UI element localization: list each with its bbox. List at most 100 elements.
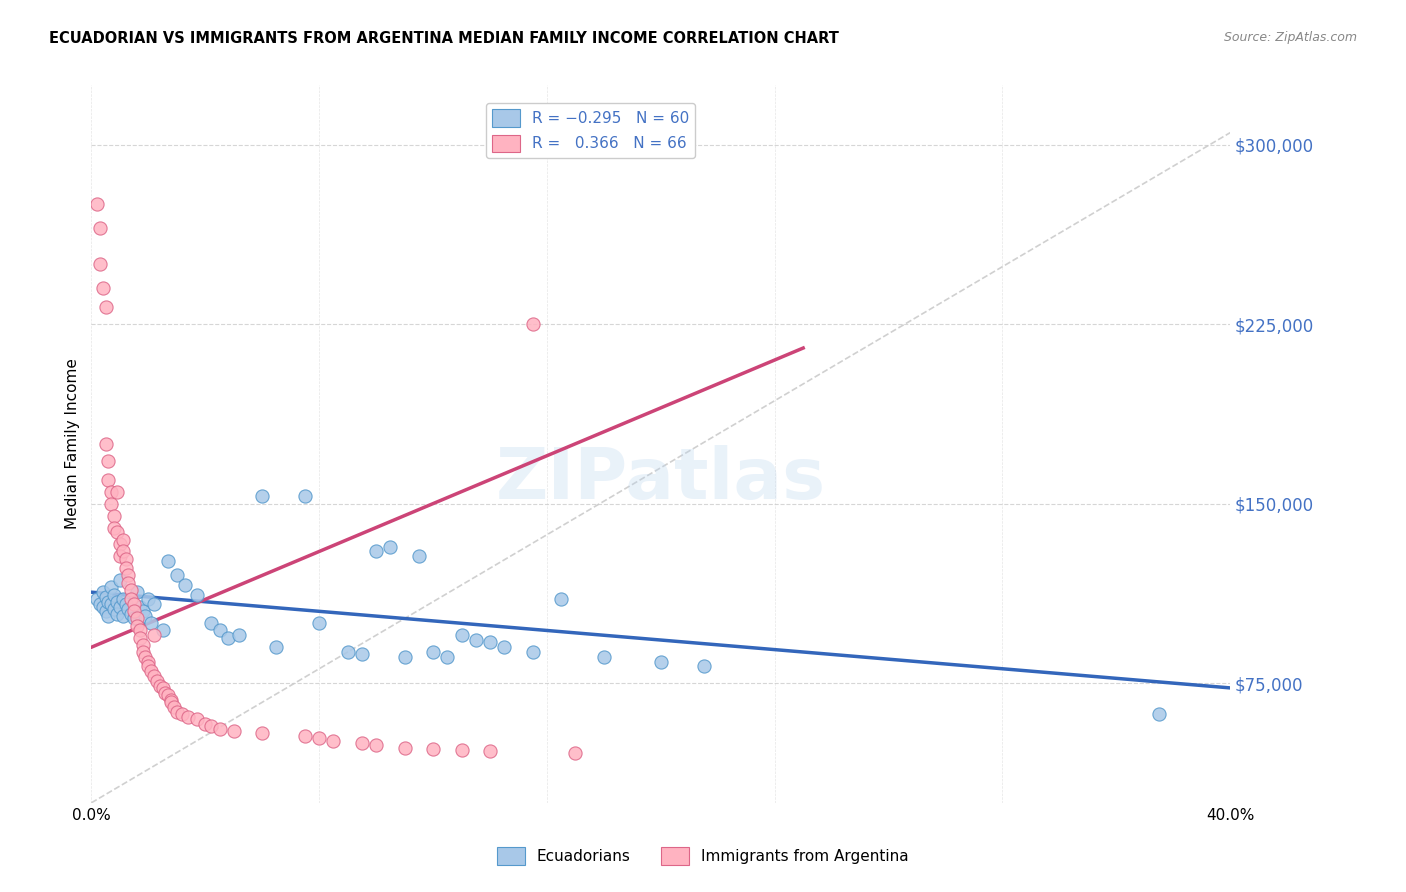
Point — [308, 731, 330, 746]
Point — [194, 716, 217, 731]
Point — [141, 664, 163, 678]
Point — [97, 609, 120, 624]
Point — [125, 585, 148, 599]
Point — [120, 592, 142, 607]
Point — [364, 544, 387, 558]
Point — [86, 592, 108, 607]
Point — [522, 317, 544, 331]
Point — [131, 645, 153, 659]
Point — [550, 592, 572, 607]
Point — [522, 645, 544, 659]
Point — [111, 592, 134, 607]
Point — [172, 707, 194, 722]
Point — [134, 649, 156, 664]
Point — [138, 659, 160, 673]
Point — [322, 733, 344, 747]
Point — [108, 573, 131, 587]
Point — [117, 602, 139, 616]
Point — [103, 508, 125, 523]
Point — [294, 490, 316, 504]
Point — [593, 649, 616, 664]
Point — [186, 712, 208, 726]
Point — [91, 585, 114, 599]
Legend: R = −0.295   N = 60, R =   0.366   N = 66: R = −0.295 N = 60, R = 0.366 N = 66 — [486, 103, 696, 158]
Point — [494, 640, 516, 655]
Point — [105, 607, 128, 621]
Point — [105, 525, 128, 540]
Point — [143, 628, 166, 642]
Point — [100, 581, 122, 595]
Point — [141, 616, 163, 631]
Point — [157, 554, 180, 568]
Point — [564, 746, 586, 760]
Point — [364, 739, 387, 753]
Point — [143, 597, 166, 611]
Point — [174, 578, 197, 592]
Legend: Ecuadorians, Immigrants from Argentina: Ecuadorians, Immigrants from Argentina — [491, 841, 915, 871]
Point — [111, 544, 134, 558]
Point — [152, 681, 174, 695]
Point — [208, 722, 231, 736]
Point — [143, 669, 166, 683]
Point — [394, 649, 416, 664]
Point — [1147, 707, 1170, 722]
Text: ZIPatlas: ZIPatlas — [496, 445, 825, 514]
Point — [131, 604, 153, 618]
Point — [89, 597, 111, 611]
Point — [89, 257, 111, 271]
Point — [125, 618, 148, 632]
Point — [122, 597, 145, 611]
Point — [692, 659, 714, 673]
Point — [97, 473, 120, 487]
Point — [89, 221, 111, 235]
Point — [117, 568, 139, 582]
Point — [266, 640, 288, 655]
Point — [650, 655, 672, 669]
Point — [350, 736, 373, 750]
Point — [222, 724, 245, 739]
Point — [111, 533, 134, 547]
Point — [152, 624, 174, 638]
Point — [111, 609, 134, 624]
Text: Source: ZipAtlas.com: Source: ZipAtlas.com — [1223, 31, 1357, 45]
Point — [200, 616, 222, 631]
Point — [108, 537, 131, 551]
Point — [186, 588, 208, 602]
Point — [128, 631, 150, 645]
Point — [120, 582, 142, 597]
Point — [208, 624, 231, 638]
Point — [350, 648, 373, 662]
Point — [97, 453, 120, 467]
Point — [117, 575, 139, 590]
Point — [94, 301, 117, 315]
Point — [336, 645, 359, 659]
Point — [86, 197, 108, 211]
Point — [166, 705, 188, 719]
Point — [94, 590, 117, 604]
Point — [157, 688, 180, 702]
Point — [160, 693, 183, 707]
Point — [422, 742, 444, 756]
Point — [125, 611, 148, 625]
Point — [450, 743, 472, 757]
Point — [155, 686, 177, 700]
Point — [138, 592, 160, 607]
Point — [103, 602, 125, 616]
Point — [177, 709, 200, 723]
Y-axis label: Median Family Income: Median Family Income — [65, 359, 80, 529]
Point — [250, 490, 273, 504]
Point — [217, 631, 239, 645]
Point — [97, 595, 120, 609]
Point — [122, 611, 145, 625]
Point — [308, 616, 330, 631]
Point — [114, 561, 136, 575]
Point — [163, 700, 186, 714]
Point — [422, 645, 444, 659]
Point — [100, 597, 122, 611]
Point — [105, 484, 128, 499]
Point — [478, 635, 502, 649]
Point — [478, 744, 502, 758]
Point — [134, 609, 156, 624]
Point — [103, 588, 125, 602]
Point — [436, 649, 458, 664]
